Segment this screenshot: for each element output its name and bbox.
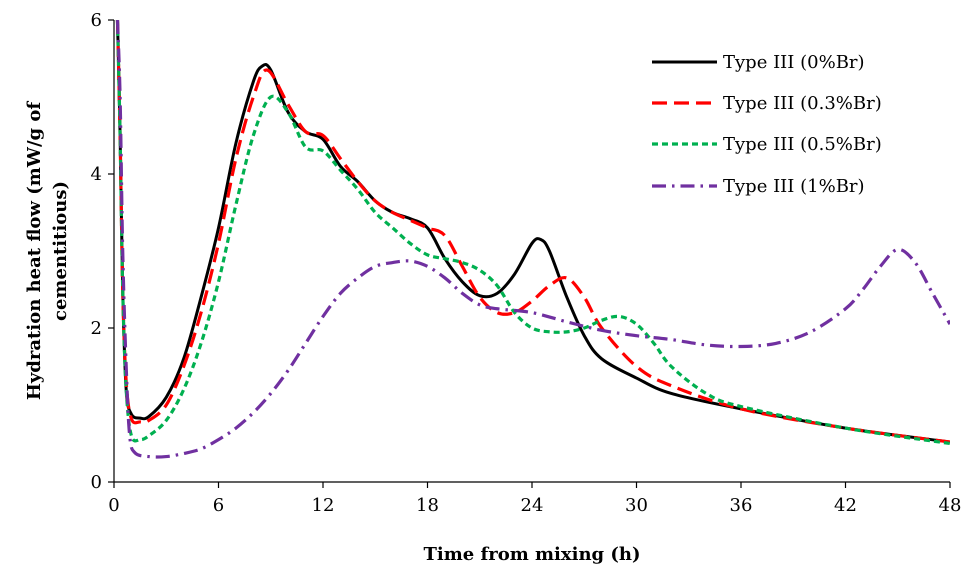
y-axis-title-line-1: Hydration heat flow (mW/g of [24,101,45,401]
series-layer [115,20,950,459]
legend-label-3: Type III (1%Br) [723,176,865,197]
legend-item-2: Type III (0.5%Br) [652,134,882,155]
series-line-2 [115,20,950,446]
x-tick-label: 12 [312,495,335,516]
x-tick-label: 6 [213,495,224,516]
legend-label-0: Type III (0%Br) [723,52,865,73]
axes [113,20,950,483]
legend-item-0: Type III (0%Br) [652,52,865,73]
series-line-0 [115,20,950,444]
x-tick-label: 18 [416,495,439,516]
y-tick-label: 2 [91,318,102,339]
x-tick-label: 30 [625,495,648,516]
y-tick-label: 0 [91,472,102,493]
y-axis-title-line-2: cementitious) [50,181,71,321]
x-tick-label: 0 [108,495,119,516]
legend: Type III (0%Br) Type III (0.3%Br) Type I… [652,52,882,197]
y-tick-label: 6 [91,10,102,31]
y-axis-title: Hydration heat flow (mW/g of cementitiou… [24,101,71,401]
x-ticks: 0 6 12 18 24 30 36 42 48 [108,482,961,516]
y-tick-label: 4 [91,164,102,185]
series-line-1 [115,20,950,444]
x-tick-label: 36 [730,495,753,516]
x-axis-title: Time from mixing (h) [423,544,640,565]
x-tick-label: 48 [939,495,962,516]
legend-item-3: Type III (1%Br) [652,176,865,197]
legend-label-1: Type III (0.3%Br) [723,93,882,114]
y-ticks: 0 2 4 6 [91,10,114,493]
series-line-3 [115,20,950,459]
legend-label-2: Type III (0.5%Br) [723,134,882,155]
x-tick-label: 42 [834,495,857,516]
legend-item-1: Type III (0.3%Br) [652,93,882,114]
x-tick-label: 24 [521,495,544,516]
